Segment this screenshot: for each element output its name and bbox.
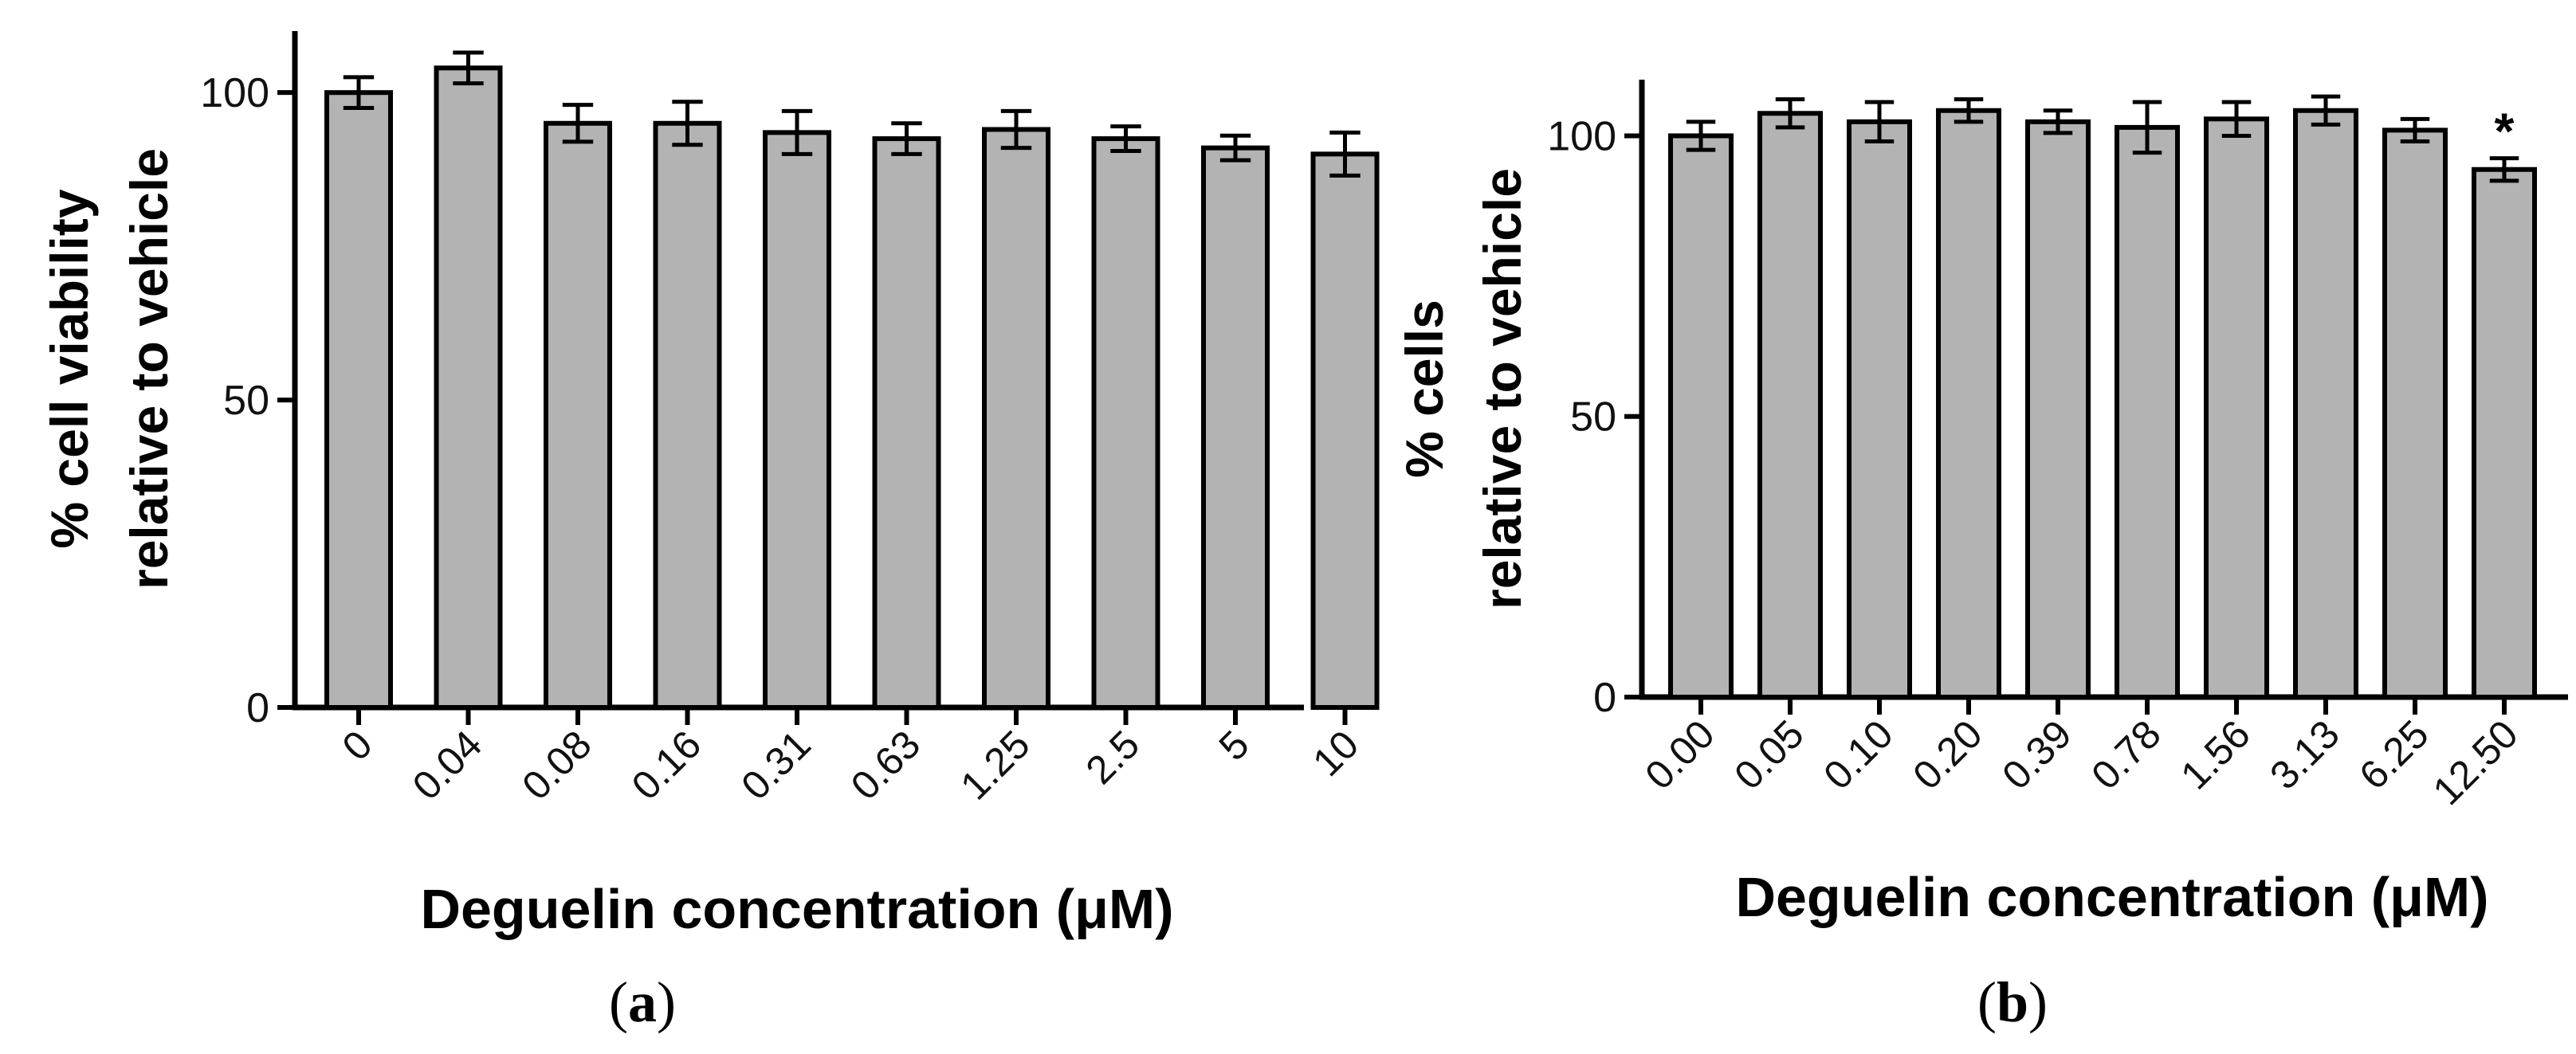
panel-b-x-axis-label: Deguelin concentration (μM): [1735, 866, 2488, 928]
panel-a-bar: [653, 120, 722, 711]
panel-a-y-tick-label: 50: [223, 378, 269, 424]
panel-a-bar: [544, 120, 612, 711]
panel-b-bar: [1847, 119, 1912, 700]
panel-a-bar: [1310, 151, 1380, 710]
panel-a-bar: [982, 127, 1050, 710]
panel-b-bar: [2115, 124, 2180, 700]
panel-b-y-axis-label: relative to vehicle: [1473, 168, 1532, 609]
panel-a-label: (a): [609, 970, 676, 1034]
panel-a-x-axis-label: Deguelin concentration (μM): [420, 878, 1173, 940]
panel-b-category-label: 0.78: [2083, 711, 2169, 797]
panel-a-category-label: 5: [1211, 722, 1258, 769]
panel-b-bar: [1936, 108, 2001, 699]
panel-b-bar: [2025, 119, 2091, 700]
panel-a-y-tick-label: 100: [200, 70, 269, 116]
panel-a-category-label: 1.25: [952, 722, 1038, 808]
panel-a-category-label: 0.31: [732, 722, 819, 808]
panel-a-bar: [1091, 136, 1160, 710]
panel-a-category-label: 0.08: [513, 722, 599, 808]
panel-b-category-label: 3.13: [2261, 711, 2347, 797]
panel-b-bar: [2472, 167, 2537, 699]
panel-a-bar: [324, 90, 393, 710]
panel-a-y-axis-label: relative to vehicle: [120, 148, 179, 590]
panel-a-bar: [763, 130, 831, 711]
panel-a-bar: [872, 136, 941, 710]
panel-a-bar: [1201, 145, 1270, 711]
panel-a-category-label: 2.5: [1078, 722, 1149, 793]
panel-b-y-tick-label: 50: [1570, 394, 1616, 441]
panel-b-category-label: 0.10: [1815, 711, 1901, 797]
panel-b-bar: [2293, 108, 2358, 699]
panel-b-y-tick-label: 100: [1547, 113, 1616, 159]
panel-b-bar: [2204, 116, 2269, 699]
panel-b-category-label: 12.50: [2425, 711, 2527, 813]
panel-b-y-tick-label: 0: [1593, 675, 1616, 721]
panel-a-category-label: 0: [334, 722, 381, 769]
panel-b-category-label: 0.05: [1726, 711, 1812, 797]
panel-b-bar: [1757, 111, 1823, 700]
panel-a-bar: [434, 65, 503, 711]
panel-a-category-label: 0.04: [404, 722, 490, 808]
panel-a-category-label: 0.16: [623, 722, 709, 808]
panel-b-bar: [1668, 133, 1734, 700]
panel-b-category-label: 1.56: [2172, 711, 2258, 797]
panel-b-significance-marker: *: [2495, 103, 2515, 160]
panel-b-category-label: 0.39: [1993, 711, 2079, 797]
panel-b-category-label: 0.20: [1904, 711, 1990, 797]
panel-a-category-label: 0.63: [842, 722, 929, 808]
panel-a-y-tick-label: 0: [246, 685, 269, 731]
panel-b-category-label: 0.00: [1636, 711, 1722, 797]
panel-b-y-axis-label: % cells: [1395, 300, 1454, 478]
panel-b-category-label: 6.25: [2350, 711, 2437, 797]
panel-a-category-label: 10: [1304, 722, 1367, 785]
panel-b-label: (b): [1977, 970, 2048, 1034]
panel-a-y-axis-label: % cell viability: [40, 189, 99, 548]
panel-b-bar: [2382, 127, 2448, 699]
